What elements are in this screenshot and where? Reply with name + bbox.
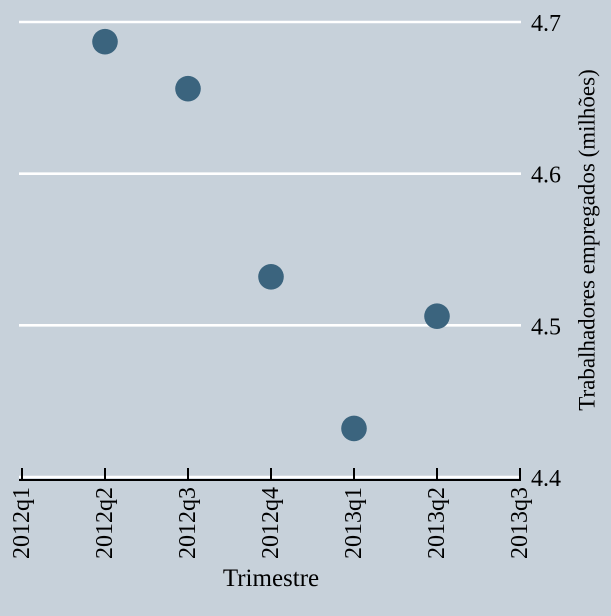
y-tick-label: 4.4 <box>531 466 561 492</box>
data-point <box>258 264 284 290</box>
y-tick-label: 4.6 <box>531 163 561 189</box>
data-point <box>92 28 118 55</box>
y-tick-label: 4.5 <box>531 314 561 340</box>
y-axis-title: Trabalhadores empregados (milhões) <box>575 69 600 411</box>
data-point <box>175 75 201 102</box>
x-tick-label: 2012q1 <box>9 487 35 559</box>
x-tick-label: 2013q3 <box>507 487 533 559</box>
x-tick-labels-group: 2012q1 2012q2 2012q3 2012q4 2013q1 2013q2 2013… <box>9 487 533 559</box>
data-point <box>424 303 450 330</box>
x-tick-label: 2012q4 <box>258 487 284 559</box>
x-tick-label: 2012q3 <box>175 487 201 559</box>
data-point <box>341 415 367 442</box>
x-tick-label: 2013q1 <box>341 487 367 559</box>
data-points-group <box>92 28 450 442</box>
x-axis-group <box>19 468 521 481</box>
y-tick-label: 4.7 <box>531 11 561 37</box>
x-tick-label: 2013q2 <box>424 487 450 559</box>
y-tick-labels-group: 4.4 4.5 4.6 4.7 <box>531 11 561 492</box>
x-tick-label: 2012q2 <box>92 487 118 559</box>
x-axis-title: Trimestre <box>223 565 319 592</box>
